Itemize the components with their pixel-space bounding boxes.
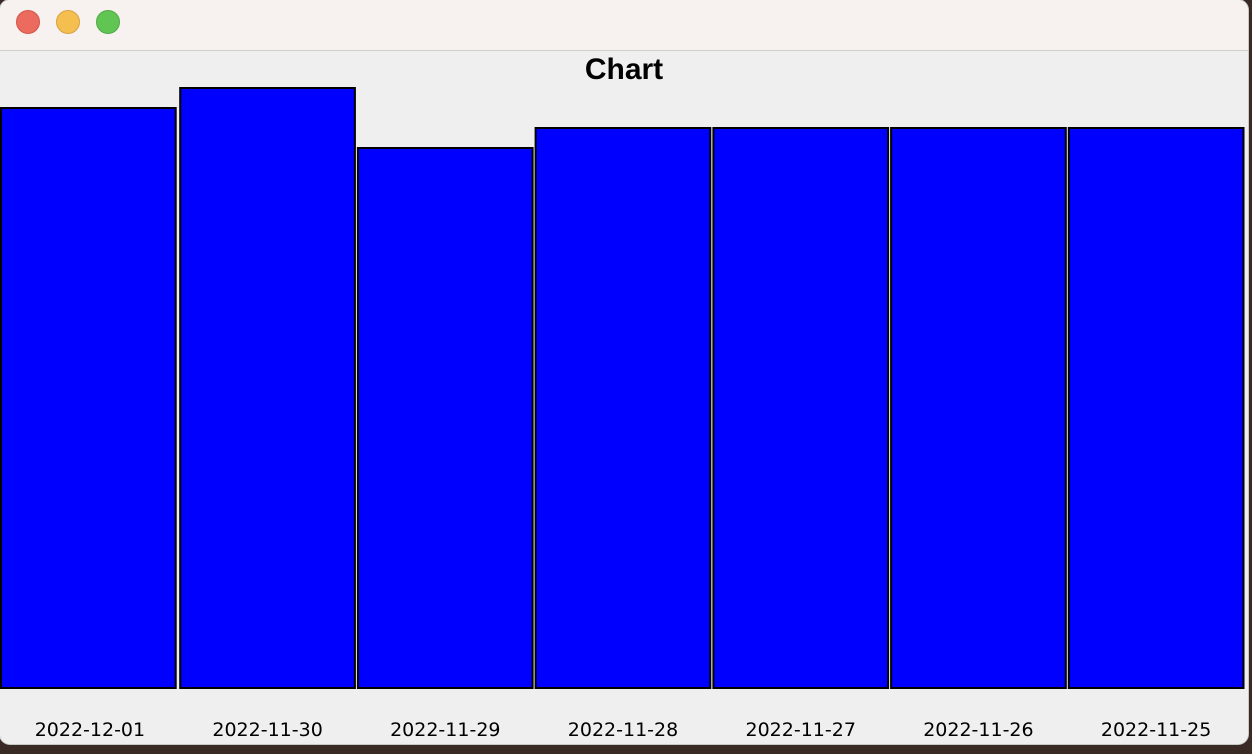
- chart-title: Chart: [584, 53, 664, 86]
- bar-2022-11-27: [712, 127, 890, 689]
- x-tick-label: 2022-11-27: [745, 719, 855, 741]
- x-tick-label: 2022-11-30: [212, 719, 322, 741]
- bar-2022-11-26: [890, 127, 1067, 689]
- bar-2022-11-25: [1067, 127, 1245, 689]
- x-tick-label: 2022-11-28: [568, 719, 678, 741]
- x-tick-label: 2022-12-01: [35, 719, 145, 741]
- x-tick-label: 2022-11-26: [923, 719, 1033, 741]
- x-tick-label: 2022-11-29: [390, 719, 500, 741]
- bar-2022-11-29: [356, 147, 534, 689]
- bar-2022-11-30: [179, 87, 356, 689]
- bar-2022-12-01: [0, 107, 177, 689]
- zoom-window-button[interactable]: [96, 10, 120, 34]
- bar-2022-11-28: [534, 127, 712, 689]
- chart-panel: Chart 2022-12-01 2022-11-30 2022-11-29 2022…: [0, 51, 1248, 744]
- title-bar[interactable]: [0, 0, 1248, 51]
- bar-chart: 2022-12-01 2022-11-30 2022-11-29 2022-11-28…: [0, 87, 1245, 741]
- minimize-window-button[interactable]: [56, 10, 80, 34]
- close-window-button[interactable]: [16, 10, 40, 34]
- x-tick-label: 2022-11-25: [1101, 719, 1211, 741]
